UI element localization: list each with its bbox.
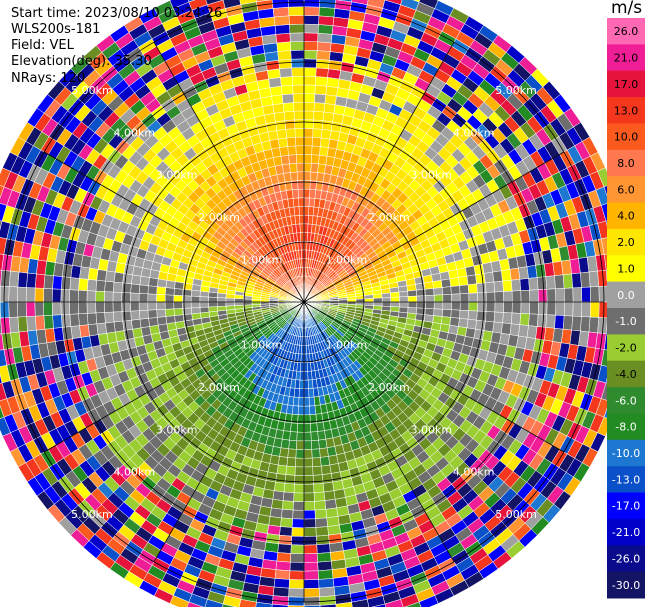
velocity-gate xyxy=(319,0,337,9)
colorbar-tick-label: 2.0 xyxy=(617,236,635,249)
colorbar-tick-label: -6.0 xyxy=(615,394,636,407)
colorbar-tick-label: -1.0 xyxy=(615,315,636,328)
colorbar-tick-label: -8.0 xyxy=(615,421,636,434)
colorbar-tick-label: 0.0 xyxy=(617,289,635,302)
start-time-label: Start time: 2023/08/10 03:24:26 xyxy=(11,6,223,21)
colorbar-tick-label: 6.0 xyxy=(617,183,635,196)
colorbar-tick-label: -4.0 xyxy=(615,368,636,381)
colorbar-tick-label: 13.0 xyxy=(614,104,639,117)
colorbar-tick-label: -17.0 xyxy=(612,500,640,513)
velocity-gate xyxy=(412,0,421,3)
colorbar-tick-label: 10.0 xyxy=(614,131,639,144)
velocity-gate xyxy=(336,0,353,3)
colorbar-tick-label: 21.0 xyxy=(614,52,639,65)
velocity-gate xyxy=(384,0,403,6)
colorbar-tick-label: 26.0 xyxy=(614,25,639,38)
elevation-label: Elevation(deg): 35.30 xyxy=(11,54,152,69)
velocity-gate xyxy=(351,0,369,5)
colorbar-tick-label: -21.0 xyxy=(612,526,640,539)
colorbar-tick-label: -10.0 xyxy=(612,447,640,460)
colorbar-unit-label: m/s xyxy=(611,0,643,18)
colorbar-tick-label: -2.0 xyxy=(615,342,636,355)
field-label: Field: VEL xyxy=(11,38,74,53)
colorbar-tick-label: 8.0 xyxy=(617,157,635,170)
nrays-label: NRays: 120 xyxy=(11,71,86,86)
velocity-gate xyxy=(366,0,386,9)
colorbar-tick-label: 17.0 xyxy=(614,78,639,91)
colorbar-tick-label: -13.0 xyxy=(612,473,640,486)
colorbar-tick-label: 4.0 xyxy=(617,210,635,223)
instrument-label: WLS200s-181 xyxy=(11,22,101,37)
colorbar-tick-label: -26.0 xyxy=(612,553,640,566)
colorbar-tick-label: -30.0 xyxy=(612,579,640,592)
colorbar-tick-label: 1.0 xyxy=(617,263,635,276)
